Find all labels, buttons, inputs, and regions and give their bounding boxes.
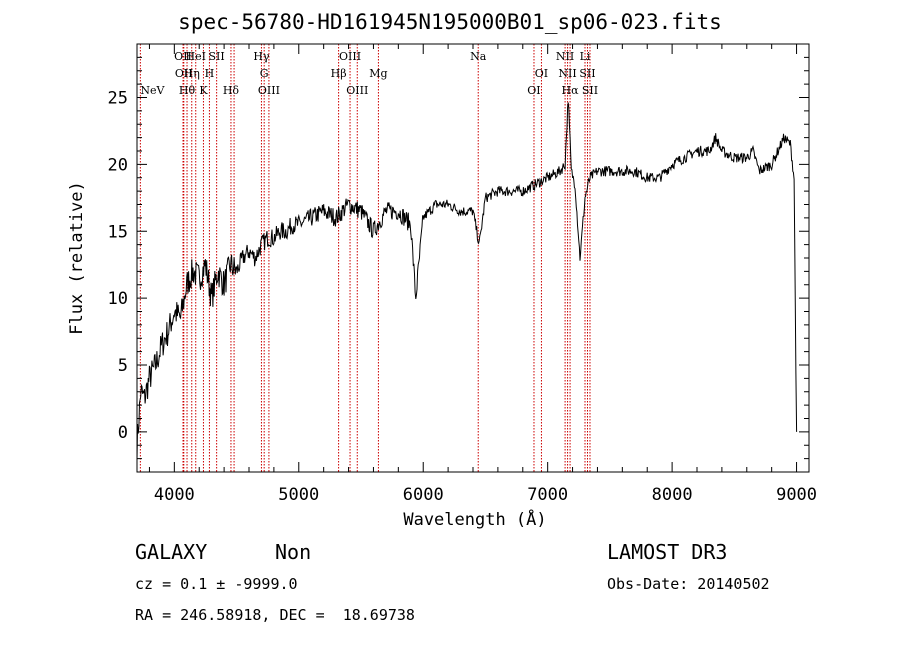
spectral-line-markers [139,44,591,472]
y-tick-label: 10 [108,289,128,309]
y-tick-label: 15 [108,222,128,242]
line-label-8: SII [209,50,225,63]
class-label: GALAXY [135,540,208,564]
x-tick-label: 6000 [403,485,444,505]
line-label-2: OII [175,67,193,80]
line-label-18: Na [470,50,487,63]
x-tick-label: 7000 [527,485,568,505]
y-tick-label: 20 [108,155,128,175]
line-label-13: OIII [258,84,280,97]
line-label-20: OI [535,67,548,80]
line-label-17: Mg [369,67,387,80]
line-label-25: SII [579,67,595,80]
line-label-3: Hθ [179,84,196,97]
line-label-0: NeV [140,84,165,97]
redshift-text: cz = 0.1 ± -9999.0 [135,575,298,593]
x-tick-label: 9000 [776,485,817,505]
line-label-7: H [205,67,215,80]
line-label-14: Hβ [331,67,347,80]
coordinates-text: RA = 246.58918, DEC = 18.69738 [135,606,415,624]
line-label-12: G [260,67,269,80]
y-tick-label: 25 [108,89,128,109]
x-axis-label: Wavelength (Å) [403,510,547,530]
line-label-6: K [199,84,208,97]
line-label-24: Li [580,50,591,63]
line-label-16: OIII [346,84,368,97]
y-axis-ticks: 0 5 10 15 20 25 [108,56,809,460]
x-tick-label: 8000 [652,485,693,505]
x-tick-label: 5000 [278,485,319,505]
spectral-line-labels: NeV OII OII Hθ Hη HeI KH SII Hδ Hγ G OIII Hβ OIII OIII… [140,50,598,97]
spectrum-series-line [136,102,798,461]
y-axis-label: Flux (relative) [67,181,87,335]
line-label-4: Hη [184,67,200,80]
line-label-9: Hδ [223,84,240,97]
line-label-26: SII [582,84,598,97]
line-label-23: Hα [562,84,580,97]
line-label-1: OII [174,50,192,63]
y-tick-label: 0 [118,423,128,443]
plot-frame [136,43,810,473]
chart-title: spec-56780-HD161945N195000B01_sp06-023.f… [178,10,722,34]
subclass-label: Non [275,540,312,564]
line-label-22: NII [558,67,576,80]
line-label-15: OIII [339,50,361,63]
line-label-21: NII [556,50,574,63]
line-label-11: Hγ [253,50,270,63]
x-axis-ticks: 4000 5000 6000 7000 8000 9000 [148,44,817,505]
obs-date-text: Obs-Date: 20140502 [607,575,770,593]
y-tick-label: 5 [118,356,128,376]
line-label-5: HeI [186,50,206,63]
line-label-19: OI [527,84,540,97]
x-tick-label: 4000 [154,485,195,505]
survey-label: LAMOST DR3 [607,540,728,564]
